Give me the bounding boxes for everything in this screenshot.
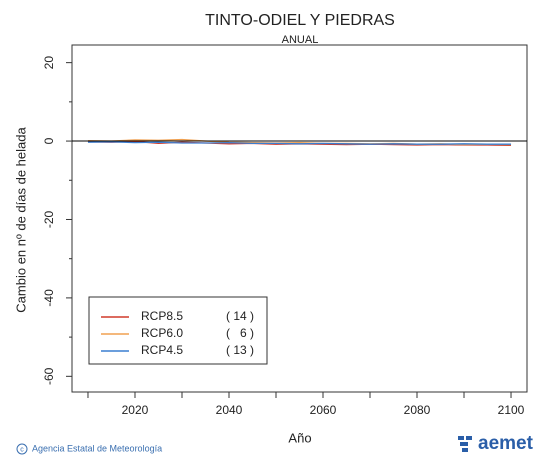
y-tick-label: -60	[42, 367, 56, 385]
y-tick-label: 20	[42, 56, 56, 70]
y-tick-label: -20	[42, 210, 56, 228]
chart-title: TINTO-ODIEL Y PIEDRAS	[205, 12, 395, 29]
logo-text: aemet	[478, 433, 534, 454]
legend-box	[88, 296, 268, 365]
legend-count: ( 6 )	[226, 326, 254, 340]
legend-count: ( 14 )	[226, 309, 254, 323]
x-tick-label: 2040	[216, 403, 243, 417]
credit-icon: c	[16, 443, 28, 455]
footer-credit: Agencia Estatal de Meteorología	[32, 443, 162, 453]
legend-label: RCP6.0	[141, 326, 183, 340]
x-tick-label: 2100	[498, 403, 525, 417]
logo-icon	[458, 436, 472, 452]
x-axis-label: Año	[288, 430, 311, 445]
x-tick-label: 2080	[404, 403, 431, 417]
x-tick-label: 2060	[310, 403, 337, 417]
y-tick-label: 0	[42, 137, 56, 144]
legend-count: ( 13 )	[226, 343, 254, 357]
series-line	[87, 141, 512, 145]
chart-subtitle: ANUAL	[282, 34, 319, 46]
plot-frame	[71, 44, 528, 393]
y-tick-label: -40	[42, 289, 56, 307]
legend-label: RCP8.5	[141, 309, 183, 323]
y-axis-label: Cambio en nº de días de helada	[13, 127, 28, 313]
svg-text:c: c	[20, 446, 24, 453]
x-tick-label: 2020	[122, 403, 149, 417]
legend-label: RCP4.5	[141, 343, 183, 357]
